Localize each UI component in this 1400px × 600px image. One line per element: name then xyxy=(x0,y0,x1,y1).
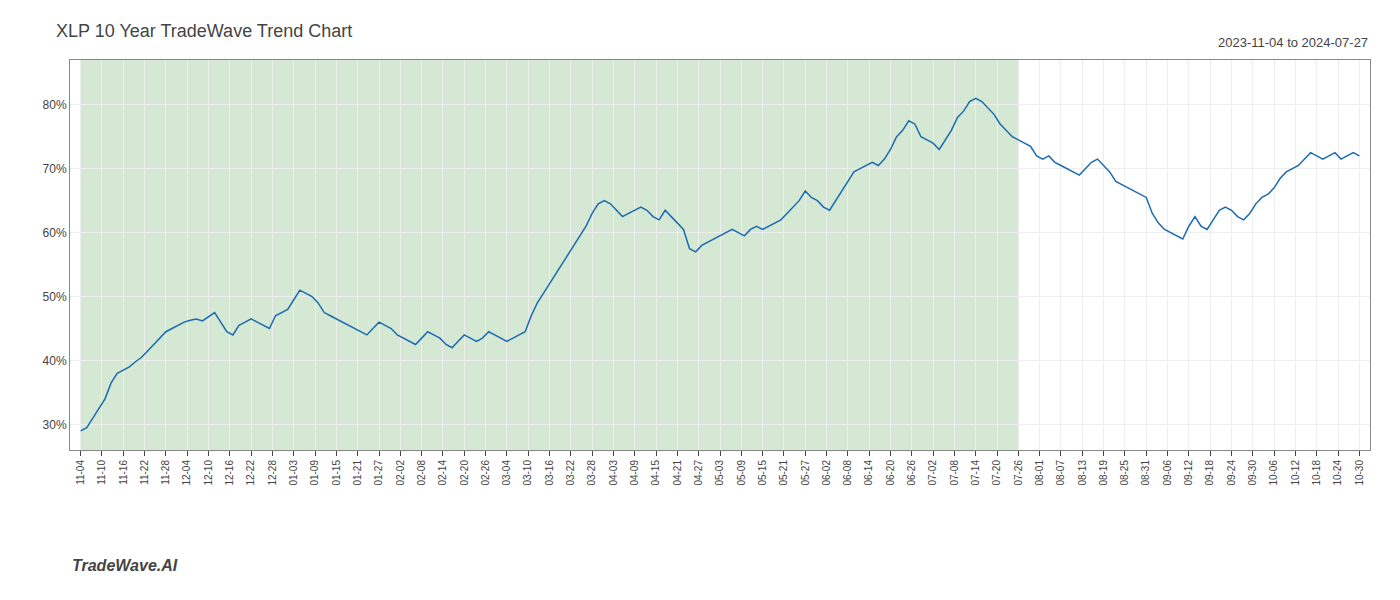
svg-text:05-27: 05-27 xyxy=(800,460,811,486)
svg-text:08-31: 08-31 xyxy=(1140,460,1151,486)
svg-text:02-08: 02-08 xyxy=(416,460,427,486)
svg-text:50%: 50% xyxy=(43,290,67,304)
svg-text:70%: 70% xyxy=(43,162,67,176)
svg-text:12-04: 12-04 xyxy=(181,460,192,486)
svg-text:10-24: 10-24 xyxy=(1332,460,1343,486)
svg-text:05-09: 05-09 xyxy=(736,460,747,486)
svg-text:06-20: 06-20 xyxy=(885,460,896,486)
svg-text:01-03: 01-03 xyxy=(288,460,299,486)
svg-text:01-09: 01-09 xyxy=(309,460,320,486)
svg-text:03-28: 03-28 xyxy=(586,460,597,486)
svg-text:07-26: 07-26 xyxy=(1013,460,1024,486)
svg-text:02-20: 02-20 xyxy=(459,460,470,486)
svg-text:05-15: 05-15 xyxy=(757,460,768,486)
svg-text:09-06: 09-06 xyxy=(1162,460,1173,486)
svg-text:07-20: 07-20 xyxy=(991,460,1002,486)
svg-text:03-04: 03-04 xyxy=(501,460,512,486)
svg-text:02-14: 02-14 xyxy=(437,460,448,486)
svg-text:03-10: 03-10 xyxy=(522,460,533,486)
svg-text:06-26: 06-26 xyxy=(906,460,917,486)
svg-text:10-12: 10-12 xyxy=(1290,460,1301,486)
svg-text:11-28: 11-28 xyxy=(160,460,171,485)
svg-text:40%: 40% xyxy=(43,354,67,368)
svg-text:12-22: 12-22 xyxy=(245,460,256,486)
svg-text:09-12: 09-12 xyxy=(1183,460,1194,486)
svg-text:10-30: 10-30 xyxy=(1354,460,1365,486)
svg-text:12-16: 12-16 xyxy=(224,460,235,486)
svg-text:11-22: 11-22 xyxy=(139,460,150,485)
svg-text:30%: 30% xyxy=(43,418,67,432)
svg-text:06-14: 06-14 xyxy=(863,460,874,486)
svg-text:60%: 60% xyxy=(43,226,67,240)
svg-text:04-09: 04-09 xyxy=(629,460,640,486)
svg-text:04-15: 04-15 xyxy=(650,460,661,486)
svg-text:07-08: 07-08 xyxy=(949,460,960,486)
svg-text:01-15: 01-15 xyxy=(331,460,342,486)
svg-text:08-13: 08-13 xyxy=(1077,460,1088,486)
svg-text:04-03: 04-03 xyxy=(608,460,619,486)
svg-text:05-21: 05-21 xyxy=(778,460,789,486)
svg-text:12-28: 12-28 xyxy=(267,460,278,486)
svg-text:08-01: 08-01 xyxy=(1034,460,1045,486)
svg-text:12-10: 12-10 xyxy=(203,460,214,486)
svg-text:06-08: 06-08 xyxy=(842,460,853,486)
svg-text:09-30: 09-30 xyxy=(1247,460,1258,486)
svg-text:02-02: 02-02 xyxy=(395,460,406,486)
svg-text:11-04: 11-04 xyxy=(75,460,86,485)
svg-text:09-18: 09-18 xyxy=(1204,460,1215,486)
svg-text:11-16: 11-16 xyxy=(118,460,129,485)
svg-text:07-02: 07-02 xyxy=(927,460,938,486)
svg-text:01-21: 01-21 xyxy=(352,460,363,486)
svg-text:08-19: 08-19 xyxy=(1098,460,1109,486)
svg-text:06-02: 06-02 xyxy=(821,460,832,486)
svg-text:11-10: 11-10 xyxy=(96,460,107,485)
svg-text:10-18: 10-18 xyxy=(1311,460,1322,486)
svg-text:02-26: 02-26 xyxy=(480,460,491,486)
svg-text:07-14: 07-14 xyxy=(970,460,981,486)
svg-text:09-24: 09-24 xyxy=(1226,460,1237,486)
svg-text:08-25: 08-25 xyxy=(1119,460,1130,486)
svg-text:01-27: 01-27 xyxy=(373,460,384,486)
svg-text:TradeWave.AI: TradeWave.AI xyxy=(72,557,178,574)
svg-text:80%: 80% xyxy=(43,98,67,112)
svg-text:03-22: 03-22 xyxy=(565,460,576,486)
svg-text:04-21: 04-21 xyxy=(672,460,683,486)
svg-text:03-16: 03-16 xyxy=(544,460,555,486)
svg-text:05-03: 05-03 xyxy=(714,460,725,486)
svg-text:10-06: 10-06 xyxy=(1268,460,1279,486)
svg-text:XLP 10 Year TradeWave Trend Ch: XLP 10 Year TradeWave Trend Chart xyxy=(56,21,352,41)
svg-text:04-27: 04-27 xyxy=(693,460,704,486)
svg-text:08-07: 08-07 xyxy=(1055,460,1066,486)
svg-text:2023-11-04 to 2024-07-27: 2023-11-04 to 2024-07-27 xyxy=(1218,35,1368,50)
